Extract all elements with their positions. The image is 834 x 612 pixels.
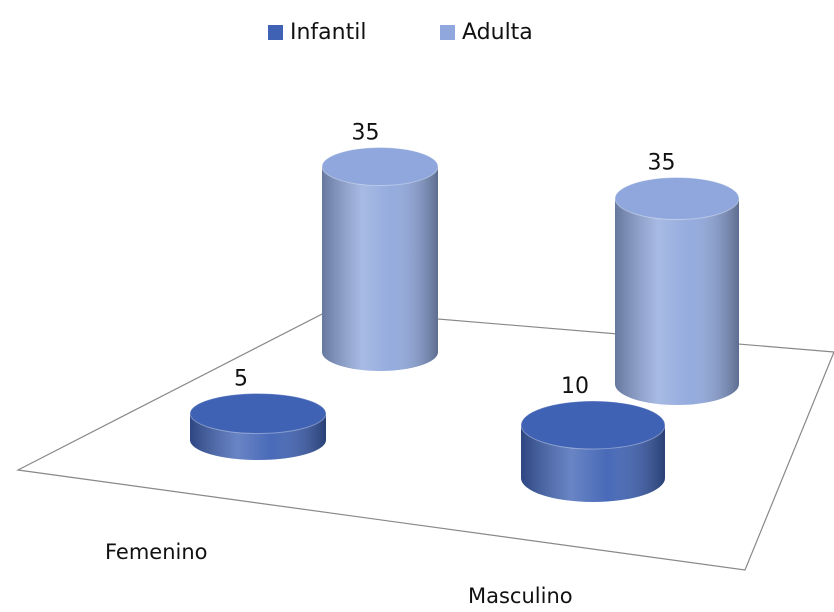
value-label: 35: [648, 151, 676, 176]
legend-label: Adulta: [462, 20, 533, 45]
cylinder-top: [321, 147, 439, 186]
cylinder: [520, 400, 666, 502]
x-tick-label: Femenino: [105, 540, 208, 564]
cylinder-top: [189, 393, 327, 434]
legend-swatch: [440, 25, 455, 40]
cylinder: [189, 393, 327, 460]
value-label: 10: [561, 374, 589, 399]
cylinder: [614, 177, 740, 405]
cylinder-shade: [615, 198, 739, 405]
cylinder-top: [614, 177, 740, 220]
cylinder-top: [520, 400, 666, 450]
value-label: 35: [352, 121, 380, 146]
cylinder-shade: [322, 166, 438, 371]
value-label: 5: [234, 367, 248, 392]
cylinder: [321, 147, 439, 371]
x-tick-label: Masculino: [468, 584, 573, 608]
legend-label: Infantil: [290, 20, 366, 45]
legend-swatch: [268, 25, 283, 40]
